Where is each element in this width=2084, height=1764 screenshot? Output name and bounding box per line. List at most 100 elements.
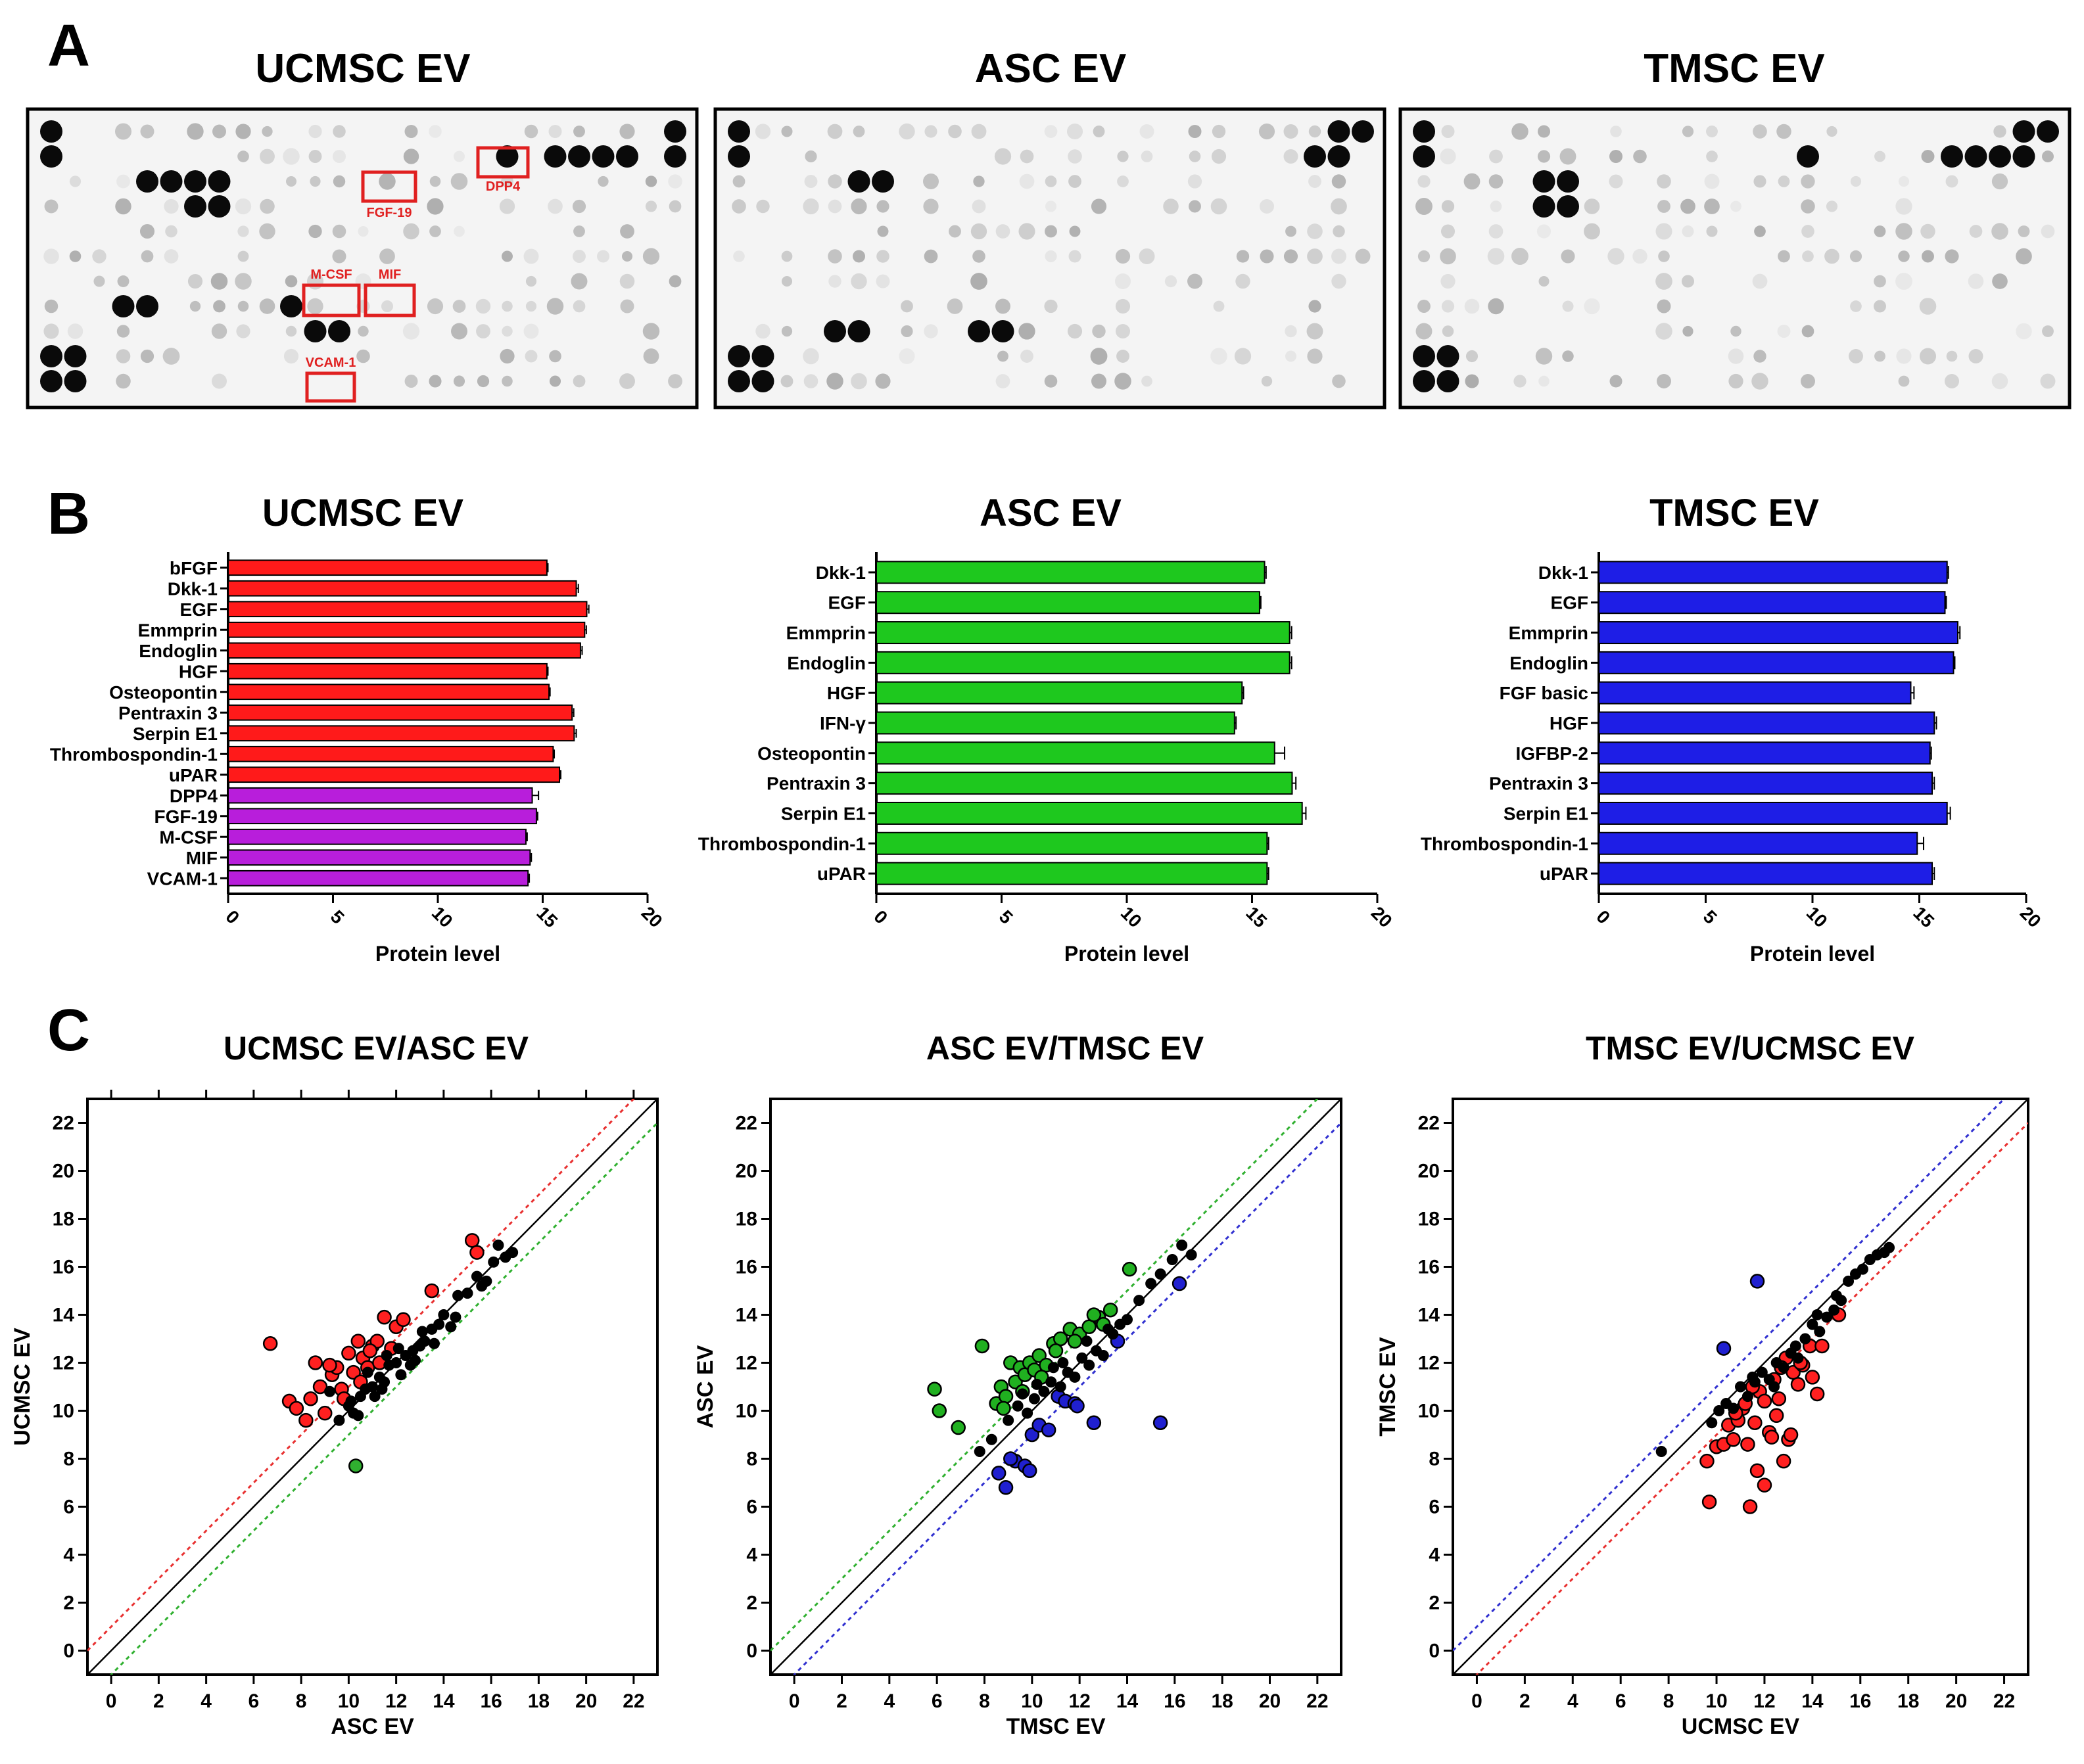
blot-spot [1283,124,1298,139]
blot-spot [1657,174,1671,189]
blot-spot [851,273,867,290]
blot-spot [381,300,394,313]
bar-category-label: Osteopontin [109,682,218,703]
data-point [1097,1350,1109,1362]
data-point [303,1391,318,1406]
bar-category-label: Pentraxin 3 [767,774,866,794]
blot-spot [1968,348,1983,364]
data-point [471,1270,483,1282]
blot-spot [1895,223,1912,240]
blot-spot [2042,151,2054,162]
blot-spot [1753,124,1767,139]
blot-spot [237,250,249,262]
blot-spot [1235,273,1250,289]
blot-spot [1538,275,1550,287]
blot-spot [356,349,370,363]
data-point [1070,1398,1085,1414]
blot-spot [1283,249,1298,264]
data-point [1122,1261,1137,1277]
data-point [1740,1437,1755,1452]
data-point [308,1355,323,1370]
blot-spot [1285,350,1297,362]
blot-spot [1632,248,1647,264]
blot-spot [1114,373,1131,390]
blot-spot [2012,145,2035,168]
blot-spot [1655,323,1672,340]
annotation-box-vcam1 [305,371,356,403]
x-tick-label: 22 [1993,1690,2015,1712]
blot-spot [1557,195,1579,218]
bar [227,725,575,742]
blot-spot [283,148,300,165]
blot-spot [1091,373,1106,389]
blot-spot [995,374,1010,388]
annotation-box-mcsf [302,283,361,317]
y-tick-label: 0 [63,1640,74,1662]
blot-spot [1609,150,1622,163]
y-tick-label: 12 [1418,1353,1440,1374]
bar [1598,651,1954,674]
bar-category-label: HGF [827,683,866,703]
blot-spot [573,300,586,313]
blot-spot [1682,225,1694,238]
blot-spot [995,224,1010,239]
blot-spot [476,324,490,338]
data-point [362,1366,373,1378]
blot-spot [1849,250,1862,263]
blot-spot [164,249,179,264]
x-tick-label: 12 [385,1690,407,1712]
bar [227,745,554,762]
blot-spot [1440,148,1456,165]
bar-chart-title: UCMSC EV [262,492,463,534]
blot-spot [1898,375,1910,387]
y-tick-label: 20 [53,1161,74,1182]
blot-spot [496,145,519,168]
x-tick-label: 4 [1567,1690,1578,1712]
blot-spot [1919,348,1937,365]
blot-spot [1187,174,1202,189]
blot-spot [619,373,635,389]
blot-spot [1562,300,1574,312]
blot-spot [211,373,227,389]
blot-spot [1532,170,1555,193]
blot-spot [187,123,204,140]
blot-spot [332,149,346,164]
y-tick-label: 18 [736,1209,757,1230]
blot-spot [162,348,180,365]
data-point [1716,1341,1732,1356]
data-point [1735,1381,1746,1393]
data-point [1028,1393,1040,1404]
blot-spot [43,323,59,339]
blot-spot [1706,151,1718,162]
data-point [350,1334,366,1349]
annotation-box-dpp4 [476,146,530,179]
x-tick-label: 6 [249,1690,260,1712]
blot-spot [1093,126,1105,137]
blot-spot [1944,373,1960,389]
blot-spot [872,170,894,193]
data-point [932,1403,947,1418]
blot-spot [1044,299,1058,313]
scatter-y-axis-label: ASC EV [693,1345,718,1428]
blot-spot [1092,324,1106,338]
blot-spot [1352,120,1374,143]
bar-category-label: Endoglin [1509,653,1588,673]
blot-spot [1704,198,1720,214]
data-point [1805,1370,1820,1385]
blot-spot [235,124,251,139]
data-point [1045,1376,1057,1388]
blot-spot [642,323,660,340]
data-point [395,1369,407,1381]
bar [227,684,550,701]
data-point [991,1466,1006,1481]
blot-spot [1415,198,1433,215]
bar-category-label: uPAR [817,864,866,884]
blot-spot [1436,345,1459,367]
blot-spot [1164,275,1177,288]
blot-spot [1559,148,1576,165]
bar-chart-ucmsc: UCMSC EV bFGFDkk-1EGFEmmprinEndoglinHGFOs… [50,492,667,965]
bar-category-label: IFN-γ [820,713,866,733]
data-point [1756,1366,1768,1378]
blot-spot [573,250,586,263]
blot-spot [1355,248,1371,264]
